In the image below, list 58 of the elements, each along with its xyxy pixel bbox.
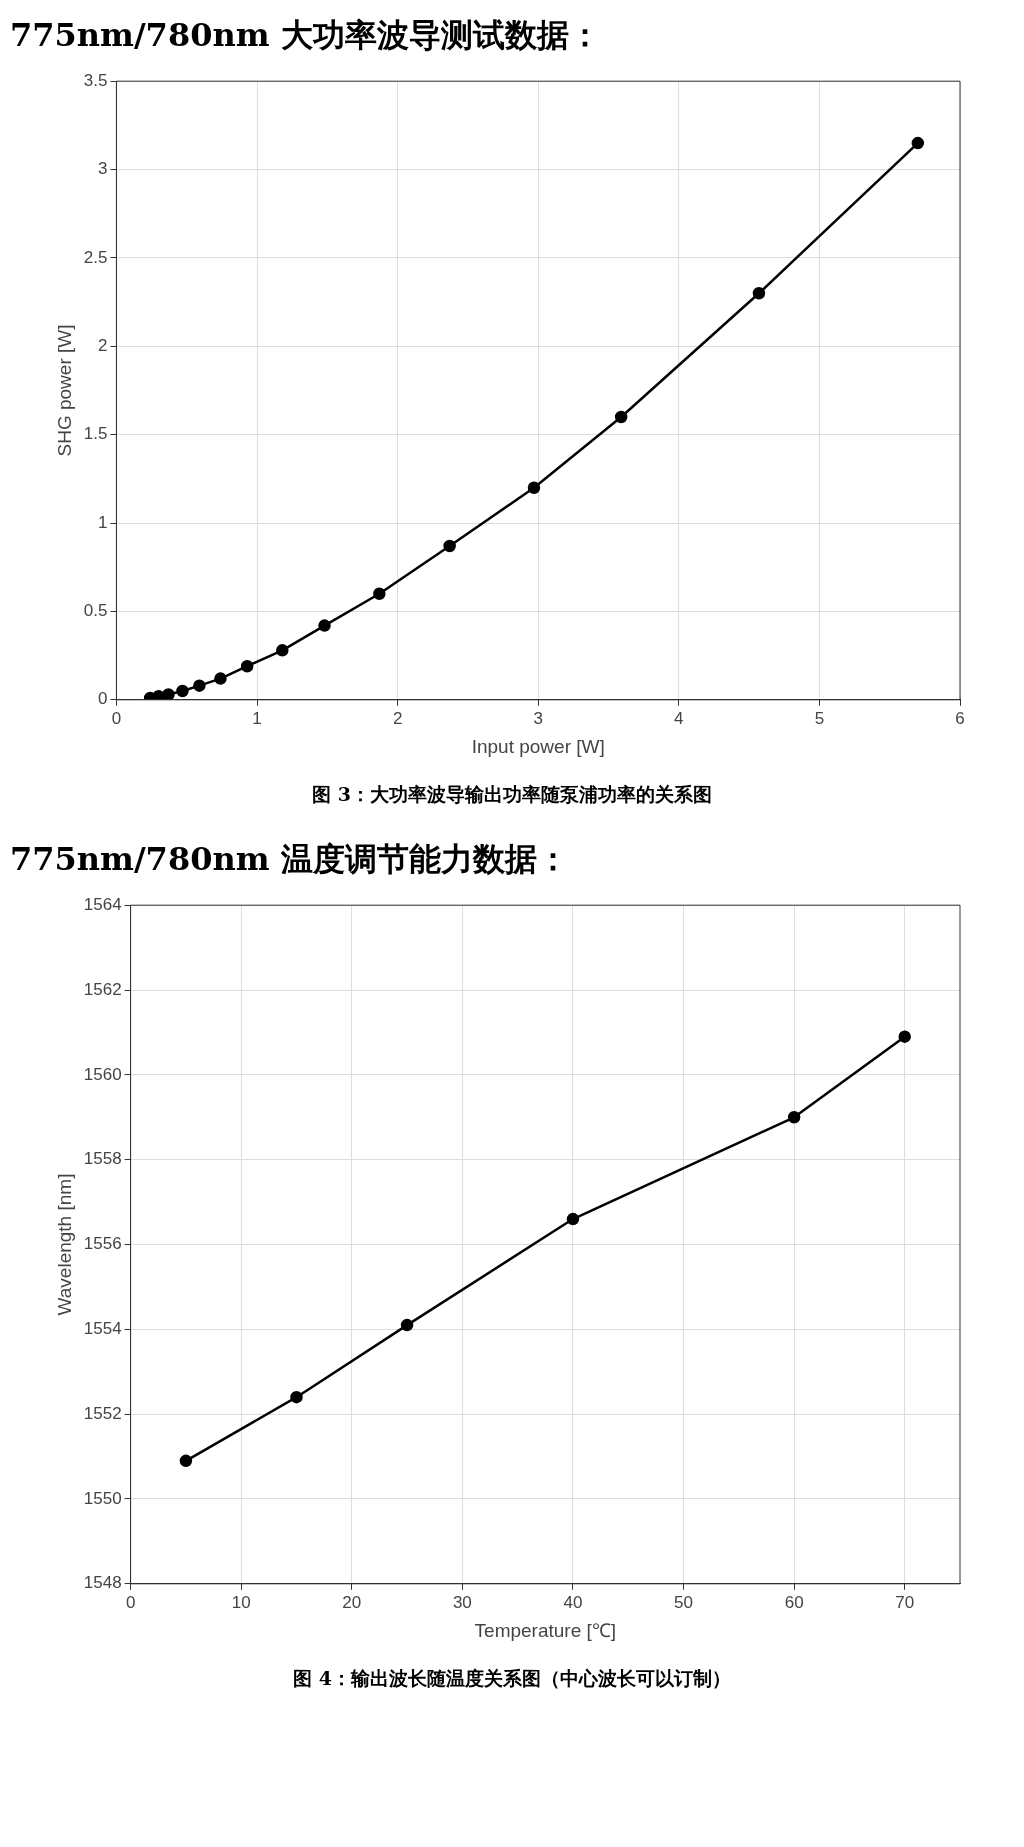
x-tick-label: 20 xyxy=(342,1592,362,1612)
x-tick-label: 60 xyxy=(784,1592,804,1612)
x-axis-title: Temperature [℃] xyxy=(474,1619,617,1641)
x-axis-title: Input power [W] xyxy=(471,735,605,757)
x-tick-label: 10 xyxy=(231,1592,251,1612)
y-tick-label: 2.5 xyxy=(83,247,108,267)
point xyxy=(752,287,766,300)
y-tick-label: 1.5 xyxy=(83,424,108,444)
point xyxy=(290,1390,303,1404)
point xyxy=(443,539,456,553)
point xyxy=(179,1454,193,1468)
y-axis-title: SHG power [W] xyxy=(53,324,75,457)
point xyxy=(176,684,189,698)
y-tick-label: 1552 xyxy=(83,1403,122,1423)
y-tick-label: 1556 xyxy=(83,1234,122,1254)
point xyxy=(566,1212,580,1226)
y-tick-label: 1554 xyxy=(83,1319,122,1339)
chart-title: 775nm/780nm 大功率波导测试数据： xyxy=(10,15,602,56)
point xyxy=(193,679,206,692)
y-tick-label: 1550 xyxy=(83,1488,122,1508)
point xyxy=(240,659,254,673)
point xyxy=(162,688,175,700)
x-tick-label: 40 xyxy=(563,1592,583,1612)
caption: 图 3：大功率波导输出功率随泵浦功率的关系图 xyxy=(311,782,713,807)
y-axis-title: Wavelength [nm] xyxy=(53,1173,75,1316)
y-tick-label: 0 xyxy=(97,689,108,709)
point xyxy=(614,410,628,424)
y-tick-label: 0.5 xyxy=(83,601,108,621)
y-tick-label: 3 xyxy=(97,159,108,179)
point xyxy=(898,1030,911,1043)
point xyxy=(373,587,386,600)
y-tick-label: 1562 xyxy=(83,979,122,999)
y-tick-label: 2 xyxy=(97,336,108,355)
x-tick-label: 4 xyxy=(674,708,684,728)
x-tick-label: 50 xyxy=(674,1592,693,1612)
x-tick-label: 6 xyxy=(955,708,965,728)
point xyxy=(911,136,925,150)
point xyxy=(400,1318,414,1332)
y-tick-label: 1564 xyxy=(83,894,122,914)
x-tick-label: 0 xyxy=(125,1592,136,1612)
point xyxy=(527,481,541,494)
x-tick-label: 2 xyxy=(392,708,403,728)
x-tick-label: 70 xyxy=(895,1592,915,1612)
y-tick-label: 1548 xyxy=(83,1573,122,1593)
chart-title: 775nm/780nm 温度调节能力数据： xyxy=(10,839,570,880)
point xyxy=(214,672,227,685)
y-tick-label: 1 xyxy=(97,512,108,532)
x-tick-label: 30 xyxy=(452,1592,472,1612)
y-tick-label: 3.5 xyxy=(83,70,108,90)
y-tick-label: 1558 xyxy=(83,1149,122,1169)
y-tick-label: 1560 xyxy=(83,1064,122,1084)
point xyxy=(318,619,331,632)
x-tick-label: 3 xyxy=(533,708,543,728)
caption: 图 4：输出波长随温度关系图（中心波长可以订制） xyxy=(292,1666,732,1691)
x-tick-label: 1 xyxy=(252,708,262,728)
point xyxy=(787,1111,801,1124)
point xyxy=(276,644,289,657)
x-tick-label: 5 xyxy=(814,708,825,728)
